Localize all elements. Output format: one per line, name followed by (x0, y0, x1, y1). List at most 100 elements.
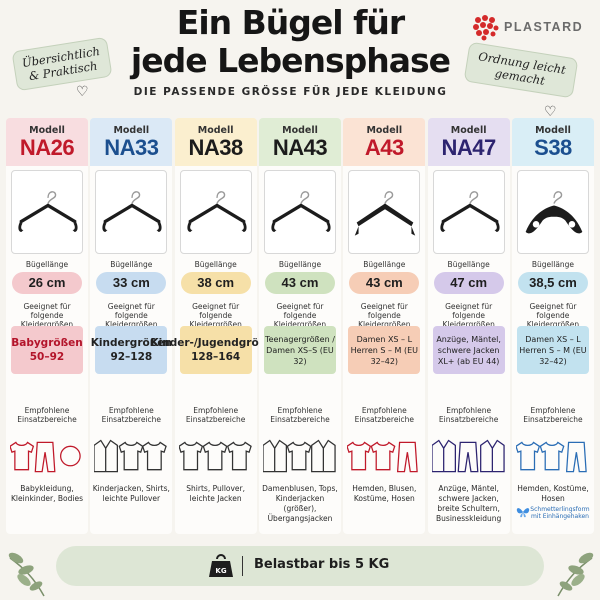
shirt-pants-icon (515, 436, 590, 480)
suits-icon (431, 436, 506, 480)
modell-label: Modell (282, 125, 318, 136)
model-column-na47: Modell NA47 Bügellänge 47 cm Geeignet für fo… (427, 118, 510, 534)
model-header: Modell A43 (343, 118, 425, 166)
size-range-text: Teenagergrößen / Damen XS–S (EU 32) (265, 334, 335, 366)
length-value: 38,5 cm (517, 272, 588, 294)
logo-text: PLASTARD (504, 20, 584, 34)
size-range: Teenagergrößen / Damen XS–S (EU 32) (263, 326, 336, 374)
model-column-na38: Modell NA38 Bügellänge 38 cm Geeignet für fo… (151, 118, 281, 534)
length-value: 43 cm (264, 272, 335, 294)
baby-clothes-icon (9, 436, 84, 480)
modell-label: Modell (366, 125, 403, 136)
weight-icon: KG (209, 554, 233, 577)
model-column-s38: Modell S38 Bügellänge 38,5 cm Geeignet für f… (511, 118, 594, 534)
length-label: Bügellänge (531, 260, 575, 269)
hanger-image (179, 170, 252, 254)
hanger-icon (18, 191, 78, 232)
use-description: Hemden, Kostüme, Hosen (517, 484, 589, 503)
leaf-right-icon (557, 552, 594, 597)
heart-icon: ♡ (76, 84, 89, 100)
model-name: NA33 (104, 135, 159, 160)
hanger-icon (355, 191, 416, 236)
use-label: Empfohlene Einsatzbereiche (185, 406, 246, 424)
size-range-text: Babygrößen 50–92 (11, 337, 83, 363)
length-value: 47 cm (433, 272, 504, 294)
use-description: Shirts, Pullover, leichte Jacken (186, 484, 246, 503)
use-label: Empfohlene Einsatzbereiche (270, 406, 330, 424)
model-column-a43: Modell A43 Bügellänge 43 cm Geeignet für fol… (343, 118, 426, 534)
title-line-1: Ein Bügel für (176, 3, 405, 42)
model-column-na33: Modell NA33 Bügellänge 33 cm Geeignet für fo… (90, 118, 173, 534)
length-value: 26 cm (12, 272, 82, 294)
hanger-image (11, 170, 83, 254)
size-range-text: Kinder-/Jugendgrößen 128–164 (150, 337, 281, 363)
modell-label: Modell (113, 125, 150, 136)
model-name: NA43 (272, 135, 328, 160)
hanger-image (516, 170, 589, 254)
tag-right: Ordnung leicht gemacht (463, 41, 579, 99)
divider (242, 556, 243, 576)
butterfly-note: Schmetterlingsform mit Einhängehaken (512, 506, 594, 520)
model-columns: Modell NA26 Bügellänge 26 cm Geeignet für fo… (6, 118, 594, 534)
hanger-icon (187, 191, 247, 232)
butterfly-icon (516, 508, 530, 518)
clothes-icon (346, 441, 419, 473)
size-range: Damen XS – L Herren S – M (EU 32–42) (516, 326, 589, 374)
size-range: Kindergrößen 92–128 (91, 326, 172, 374)
model-header: Modell NA26 (6, 118, 88, 166)
kids-clothes-icon (93, 436, 168, 480)
use-description: Babykleidung, Kleinkinder, Bodies (11, 484, 83, 503)
subtitle: DIE PASSENDE GRÖSSE FÜR JEDE KLEIDUNG (133, 86, 448, 98)
length-value: 43 cm (349, 272, 420, 294)
logo-balls-icon (473, 15, 499, 41)
model-header: Modell NA43 (259, 118, 341, 166)
shirts-icon (177, 436, 253, 480)
weight-icon-label: KG (215, 567, 226, 575)
hanger-image (348, 170, 421, 254)
clothes-icon (9, 441, 81, 473)
use-description: Kinderjacken, Shirts, leichte Pullover (92, 484, 170, 503)
size-range-text: Damen XS – L Herren S – M (EU 32–42) (350, 334, 418, 366)
model-header: Modell S38 (512, 118, 594, 166)
brand-logo: PLASTARD (470, 8, 590, 44)
sizes-label: Geeignet für folgende Kleidergrößen (20, 302, 74, 329)
modell-label: Modell (450, 125, 487, 136)
hanger-icon (271, 191, 331, 232)
length-label: Bügellänge (447, 260, 490, 269)
use-label: Empfohlene Einsatzbereiche (438, 406, 499, 424)
sizes-label: Geeignet für folgende Kleidergrößen (189, 302, 242, 329)
load-capacity: Belastbar bis 5 KG (254, 557, 390, 572)
length-label: Bügellänge (110, 260, 153, 269)
model-name: S38 (534, 135, 572, 160)
sizes-label: Geeignet für folgende Kleidergrößen (273, 302, 327, 329)
page-title: Ein Bügel für jede Lebensphase (118, 4, 463, 80)
sizes-label: Geeignet für folgende Kleidergrößen (442, 302, 495, 329)
model-column-na26: Modell NA26 Bügellänge 26 cm Geeignet für fo… (6, 118, 88, 534)
use-description: Hemden, Blusen, Kostüme, Hosen (352, 484, 417, 503)
size-range: Anzüge, Mäntel, schwere Jacken XL+ (ab E… (432, 326, 505, 374)
length-label: Bügellänge (25, 260, 69, 269)
use-label: Empfohlene Einsatzbereiche (17, 406, 77, 424)
use-label: Empfohlene Einsatzbereiche (354, 406, 415, 424)
footer-bar: KG Belastbar bis 5 KG (56, 546, 544, 586)
modell-label: Modell (535, 125, 571, 136)
model-name: NA38 (188, 135, 244, 160)
hanger-icon (102, 191, 162, 232)
heart-icon: ♡ (544, 104, 557, 120)
model-name: A43 (364, 135, 404, 160)
shirts-pants-icon (346, 436, 421, 480)
size-range-text: Damen XS – L Herren S – M (EU 32–42) (519, 334, 587, 366)
size-range: Babygrößen 50–92 (11, 326, 83, 374)
hanger-image (263, 170, 336, 254)
length-value: 33 cm (96, 272, 167, 294)
sizes-label: Geeignet für folgende Kleidergrößen (358, 302, 411, 329)
clothes-icon (177, 441, 252, 471)
size-range-text: Anzüge, Mäntel, schwere Jacken XL+ (ab E… (436, 334, 501, 366)
size-range-text: Kindergrößen 92–128 (90, 337, 172, 363)
clothes-icon (431, 439, 505, 473)
clothes-icon (93, 439, 168, 473)
length-label: Bügellänge (278, 260, 322, 269)
length-value: 38 cm (180, 272, 251, 294)
size-range: Damen XS – L Herren S – M (EU 32–42) (348, 326, 421, 374)
model-header: Modell NA38 (175, 118, 257, 166)
